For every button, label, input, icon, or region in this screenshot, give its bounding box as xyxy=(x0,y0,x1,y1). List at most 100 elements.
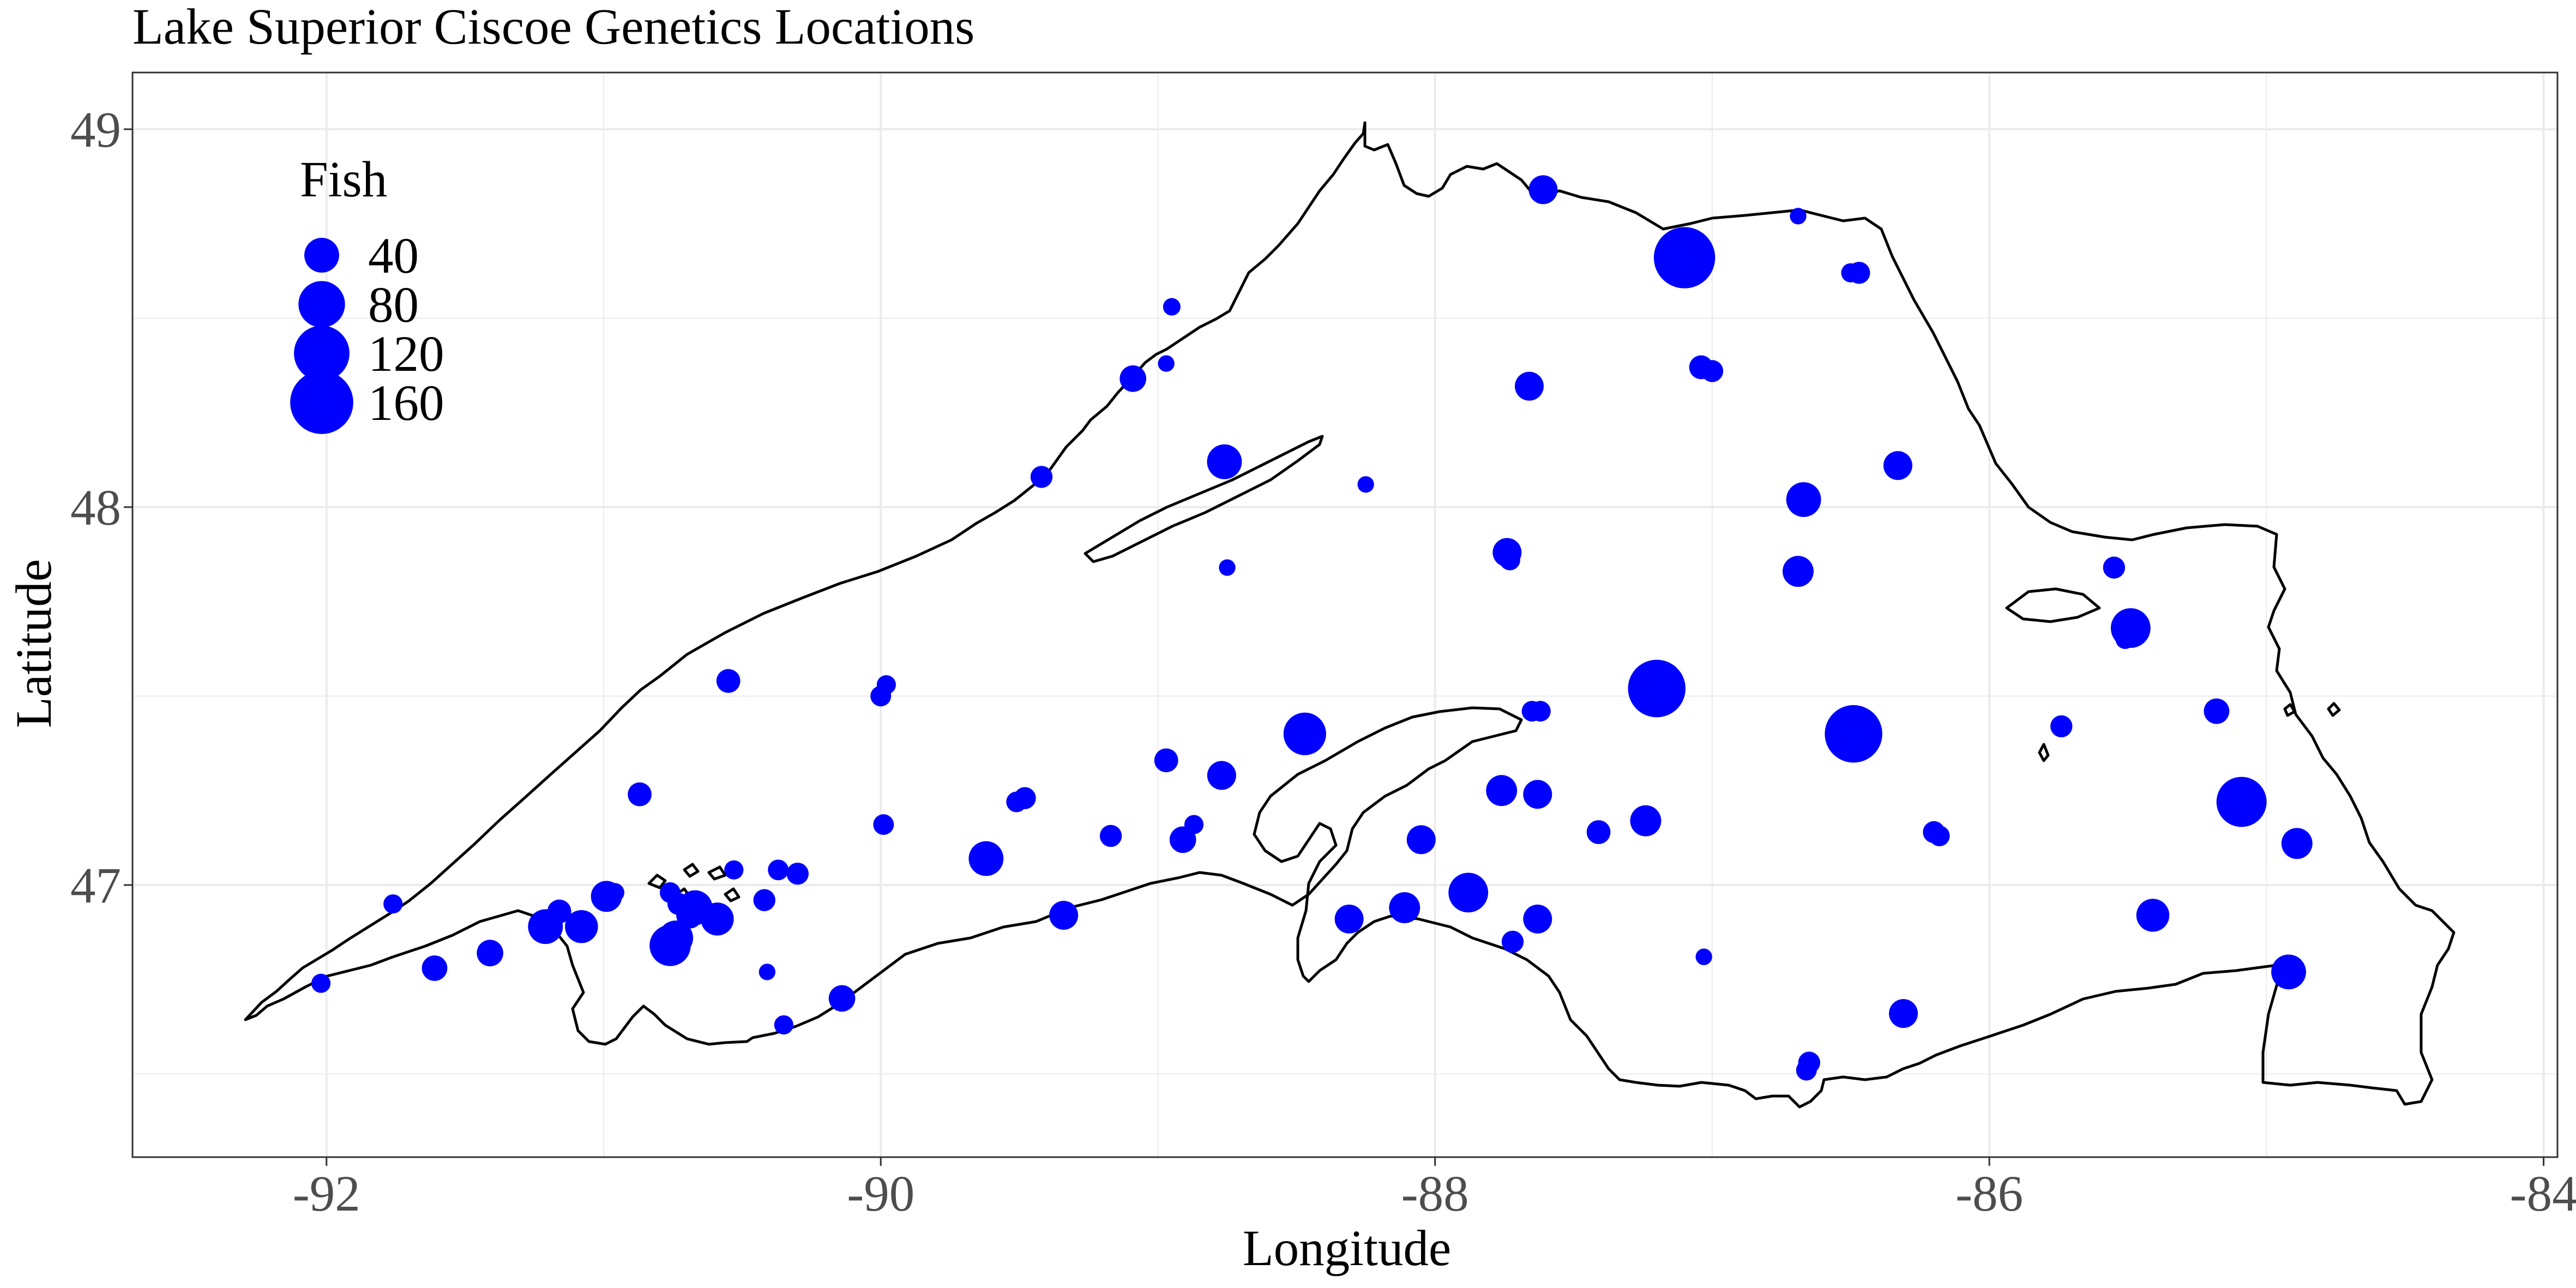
sample-point xyxy=(1283,712,1326,755)
sample-point xyxy=(528,909,563,944)
y-axis-label: Latitude xyxy=(6,559,62,728)
sample-point xyxy=(383,894,403,914)
sample-point xyxy=(1586,820,1611,844)
sample-point xyxy=(1530,701,1551,722)
sample-point xyxy=(1357,476,1374,493)
sample-point xyxy=(1653,227,1716,288)
sample-point xyxy=(2050,715,2073,738)
sample-point xyxy=(759,964,776,980)
sample-point xyxy=(1501,930,1524,953)
small-island-center xyxy=(2038,743,2050,762)
sample-point xyxy=(1158,355,1175,372)
sample-point xyxy=(2103,556,2126,579)
legend-key-label: 40 xyxy=(368,228,419,284)
sample-point xyxy=(1786,482,1821,517)
sample-point xyxy=(2136,899,2170,932)
sample-point xyxy=(1523,780,1552,809)
sample-point xyxy=(1006,791,1027,812)
sample-point xyxy=(1628,659,1686,718)
sample-point xyxy=(1825,705,1882,763)
panel-border xyxy=(131,71,2559,1158)
sample-point xyxy=(628,782,652,806)
sample-point xyxy=(1486,775,1518,806)
legend-key-circle xyxy=(304,238,339,273)
sample-point xyxy=(1630,805,1662,836)
x-tick-label: -84 xyxy=(2510,1166,2576,1222)
x-axis-label: Longitude xyxy=(1243,1220,1451,1277)
x-tick-label: -86 xyxy=(1955,1166,2023,1222)
sample-point xyxy=(870,685,892,707)
sample-point xyxy=(2271,954,2306,990)
sample-point xyxy=(716,669,741,693)
sample-point xyxy=(1169,826,1196,853)
sample-point xyxy=(1929,825,1950,846)
isle-royale xyxy=(1084,435,1324,563)
mainland-shoreline xyxy=(244,121,2455,1109)
sample-point xyxy=(1448,872,1489,913)
sample-point xyxy=(1163,298,1181,316)
sample-point xyxy=(605,883,624,902)
sample-point xyxy=(565,910,598,943)
sample-point xyxy=(1883,451,1912,480)
sample-point xyxy=(1030,466,1053,488)
small-island-east xyxy=(2327,702,2341,717)
sample-point xyxy=(1499,550,1520,570)
sample-point xyxy=(2115,629,2135,649)
legend-key-circle xyxy=(298,281,345,328)
sample-points xyxy=(311,175,2313,1081)
sample-point xyxy=(2216,777,2267,827)
sample-point xyxy=(1389,892,1421,924)
y-tick-label: 49 xyxy=(70,102,121,158)
grid-lines xyxy=(133,73,2557,1157)
sample-point xyxy=(1701,360,1724,382)
sample-point xyxy=(1796,1060,1817,1081)
sample-point xyxy=(649,925,691,966)
apostle-islands-c xyxy=(707,865,727,881)
sample-point xyxy=(1207,444,1242,479)
sample-point xyxy=(768,859,789,881)
sample-point xyxy=(477,940,503,967)
sample-point xyxy=(1334,904,1364,934)
legend-key-label: 80 xyxy=(368,277,419,333)
sample-point xyxy=(1782,556,1814,587)
michipicoten-island xyxy=(2005,587,2101,623)
sample-point xyxy=(724,860,744,880)
sample-point xyxy=(1514,371,1544,401)
sample-point xyxy=(422,955,448,981)
sample-point xyxy=(828,985,856,1012)
x-tick-label: -90 xyxy=(847,1166,914,1222)
sample-point xyxy=(1049,900,1079,930)
sample-point xyxy=(873,814,894,835)
sample-point xyxy=(676,902,703,929)
y-tick-label: 48 xyxy=(70,480,121,536)
apostle-islands-e xyxy=(724,887,741,902)
sample-point xyxy=(2204,698,2230,724)
plot-title: Lake Superior Ciscoe Genetics Locations xyxy=(133,0,974,55)
y-axis: 47 48 49 xyxy=(70,102,133,914)
sample-point xyxy=(1889,999,1918,1028)
sample-point xyxy=(701,902,734,936)
sample-point xyxy=(2281,828,2313,859)
apostle-islands-b xyxy=(683,863,700,878)
sample-point xyxy=(1841,263,1861,282)
y-tick-label: 47 xyxy=(70,858,121,914)
sample-point xyxy=(968,841,1004,876)
legend-key-label: 160 xyxy=(368,375,444,431)
legend-key-circle xyxy=(294,326,350,381)
sample-point xyxy=(1219,559,1236,576)
sample-point xyxy=(786,863,809,885)
sample-point xyxy=(1099,824,1122,847)
legend-title: Fish xyxy=(300,152,387,208)
x-tick-label: -92 xyxy=(293,1166,360,1222)
x-axis: -92 -90 -88 -86 -84 xyxy=(293,1157,2576,1222)
small-island-east-2 xyxy=(2283,703,2296,717)
sample-point xyxy=(1406,825,1436,854)
sample-point xyxy=(311,973,331,993)
sample-point xyxy=(1120,365,1147,392)
sample-point xyxy=(1207,761,1236,790)
legend-key-circle xyxy=(290,371,353,434)
sample-point xyxy=(1790,208,1807,225)
sample-point xyxy=(1528,175,1558,204)
